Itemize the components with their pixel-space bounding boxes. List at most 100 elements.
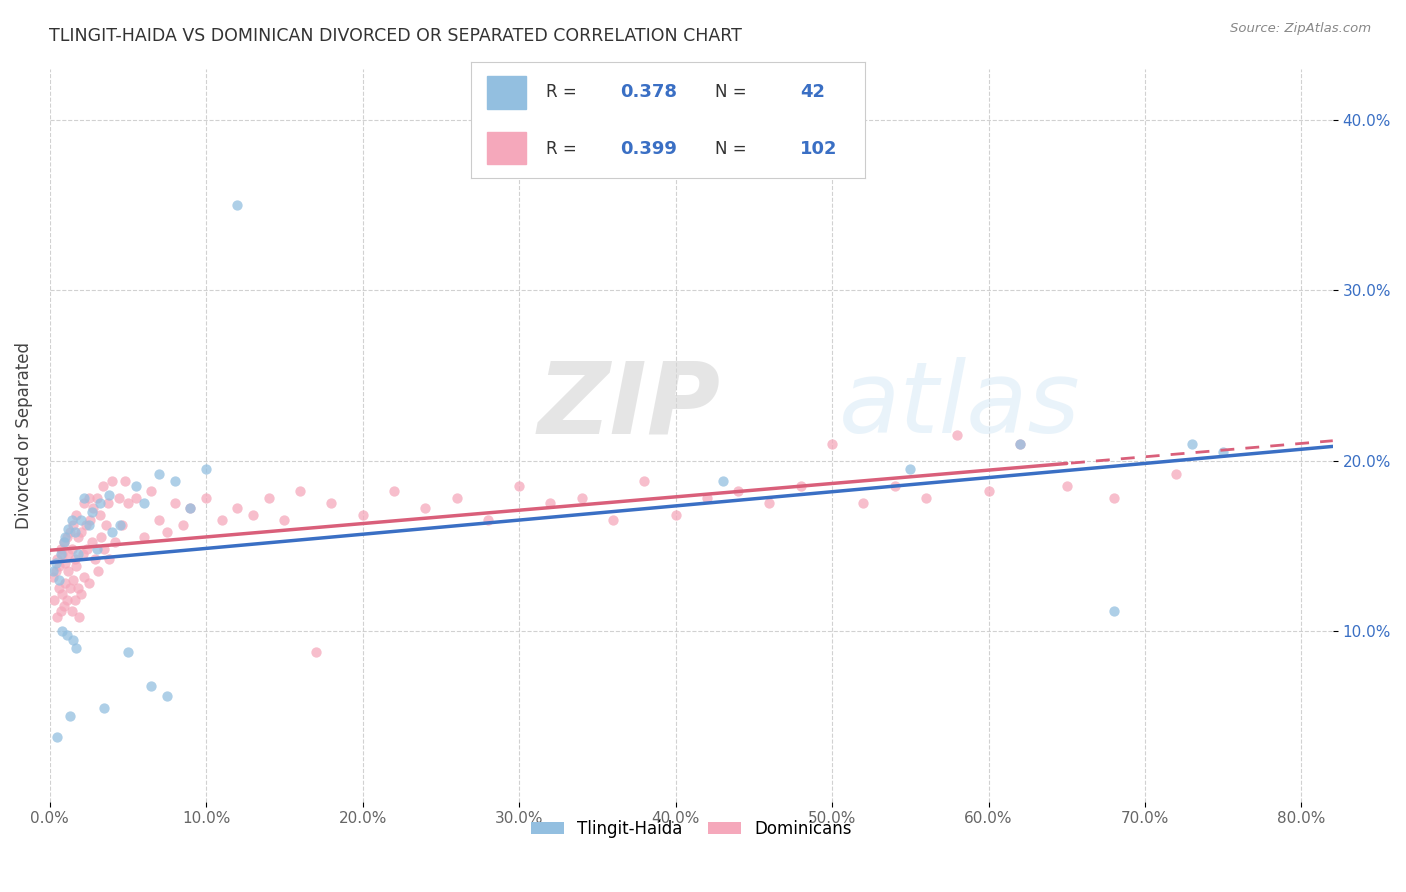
Point — [80, 535, 103, 549]
Point — [915, 491, 938, 505]
Point — [65, 508, 87, 523]
Point — [63, 552, 86, 566]
Point — [45, 565, 67, 579]
Point — [80, 505, 103, 519]
Point — [66, 530, 89, 544]
Point — [727, 484, 749, 499]
Point — [1008, 436, 1031, 450]
Point — [59, 525, 82, 540]
Point — [790, 479, 813, 493]
Point — [226, 501, 249, 516]
Text: ZIP: ZIP — [537, 357, 720, 454]
Point — [48, 559, 70, 574]
Point — [53, 576, 76, 591]
Point — [66, 582, 89, 596]
Point — [195, 491, 218, 505]
Point — [53, 530, 76, 544]
Text: 42: 42 — [800, 83, 825, 101]
Point — [508, 479, 530, 493]
Point — [65, 641, 87, 656]
Point — [242, 508, 264, 523]
Point — [60, 513, 83, 527]
Point — [58, 565, 80, 579]
Point — [70, 586, 93, 600]
Point — [321, 496, 343, 510]
Point — [58, 522, 80, 536]
Point — [288, 484, 311, 499]
Point — [156, 525, 179, 540]
Text: N =: N = — [716, 140, 752, 158]
Point — [93, 701, 115, 715]
Legend: Tlingit-Haida, Dominicans: Tlingit-Haida, Dominicans — [524, 814, 859, 845]
Point — [179, 501, 201, 516]
Point — [101, 474, 124, 488]
Text: R =: R = — [546, 140, 582, 158]
Point — [62, 632, 84, 647]
Point — [73, 569, 96, 583]
Point — [711, 474, 734, 488]
Point — [86, 491, 108, 505]
Point — [1056, 479, 1078, 493]
Point — [195, 462, 218, 476]
Bar — [486, 77, 526, 109]
Point — [46, 552, 69, 566]
Point — [94, 518, 117, 533]
Point — [52, 599, 75, 613]
Point — [104, 535, 127, 549]
Point — [67, 610, 90, 624]
Point — [62, 573, 84, 587]
Point — [101, 525, 124, 540]
Point — [76, 542, 98, 557]
Point — [538, 496, 561, 510]
Point — [273, 513, 295, 527]
Point — [53, 556, 76, 570]
Point — [42, 565, 65, 579]
Point — [117, 644, 139, 658]
Point — [172, 518, 194, 533]
Point — [90, 530, 112, 544]
Point — [132, 530, 155, 544]
Point — [72, 548, 94, 562]
Point — [111, 518, 134, 533]
Point — [65, 559, 87, 574]
Point — [62, 518, 84, 533]
Text: 102: 102 — [800, 140, 837, 158]
Point — [664, 508, 686, 523]
Point — [75, 518, 97, 533]
Point — [45, 556, 67, 570]
Point — [382, 484, 405, 499]
Text: Source: ZipAtlas.com: Source: ZipAtlas.com — [1230, 22, 1371, 36]
Point — [86, 542, 108, 557]
Point — [52, 535, 75, 549]
Point — [70, 513, 93, 527]
Point — [63, 593, 86, 607]
Text: N =: N = — [716, 83, 752, 101]
Point — [59, 582, 82, 596]
Point — [91, 479, 114, 493]
Text: R =: R = — [546, 83, 582, 101]
Point — [821, 436, 844, 450]
Point — [89, 496, 111, 510]
Point — [305, 644, 328, 658]
Point — [84, 552, 107, 566]
Point — [58, 548, 80, 562]
Point — [633, 474, 655, 488]
Text: 0.378: 0.378 — [620, 83, 678, 101]
Point — [758, 496, 780, 510]
Point — [257, 491, 280, 505]
Point — [73, 491, 96, 505]
Point — [114, 474, 136, 488]
Point — [1212, 445, 1234, 459]
Point — [52, 535, 75, 549]
Point — [602, 513, 624, 527]
Point — [49, 542, 72, 557]
Point — [79, 513, 101, 527]
Point — [98, 488, 121, 502]
Point — [49, 548, 72, 562]
Point — [1102, 491, 1125, 505]
Point — [163, 474, 186, 488]
Point — [48, 573, 70, 587]
Point — [352, 508, 374, 523]
Point — [696, 491, 718, 505]
Point — [59, 709, 82, 723]
